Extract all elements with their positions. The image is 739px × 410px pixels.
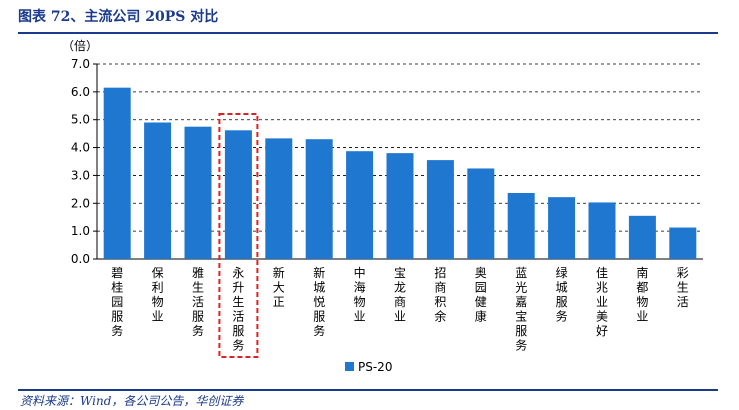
figure-title: 图表 72、主流公司 20PS 对比 [18,9,219,25]
bar [305,139,333,259]
x-tick-label: 彩生活 [677,266,689,309]
y-axis-unit-label: （倍） [62,38,98,53]
bar [588,202,616,259]
x-tick-label: 蓝光嘉宝服务 [515,266,527,353]
title-rule [18,32,718,34]
y-tick-label: 1.0 [71,224,90,238]
y-tick-label: 5.0 [71,113,90,127]
bar [467,168,495,259]
x-tick-label: 新城悦服务 [313,265,325,338]
bar [346,151,374,259]
y-tick-label: 3.0 [71,168,90,182]
bar [265,138,293,259]
bar [548,197,576,259]
highlight-box [218,113,259,358]
bar [628,215,656,259]
x-tick-label: 保利物业 [152,266,164,324]
y-tick-label: 7.0 [71,57,90,71]
x-tick-label: 宝龙商业 [394,266,406,324]
x-tick-label: 雅生活服务 [192,265,204,338]
bar [103,87,131,259]
x-tick-label: 中海物业 [354,265,366,324]
x-tick-label: 佳兆业美好 [596,266,608,338]
source-note: 资料来源：Wind，各公司公告，华创证券 [20,394,244,408]
y-tick-label: 0.0 [71,252,90,266]
legend-swatch [345,362,354,371]
x-tick-label: 新大正 [273,265,285,309]
bar [144,122,172,259]
legend-label: PS-20 [358,360,392,374]
bar [669,227,697,259]
x-tick-label: 奥园健康 [475,266,487,324]
bar [184,126,212,259]
y-tick-label: 2.0 [71,196,90,210]
bar [426,160,454,259]
x-tick-label: 绿城服务 [556,265,568,324]
x-tick-label: 碧桂园服务 [111,266,123,338]
y-tick-label: 6.0 [71,85,90,99]
source-rule [18,389,718,391]
bar [507,192,535,259]
x-tick-label: 招商积余 [434,266,446,324]
bar [386,153,414,259]
y-tick-label: 4.0 [71,141,90,155]
x-tick-label: 南都物业 [636,265,648,324]
x-tick-label: 永升生活服务 [232,266,244,353]
bar [224,130,252,259]
